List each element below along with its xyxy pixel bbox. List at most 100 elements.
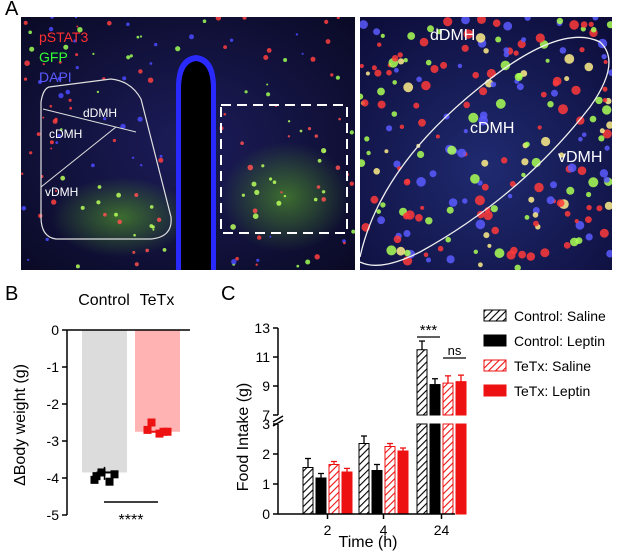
cell <box>602 129 612 139</box>
cell <box>575 220 585 230</box>
cell <box>256 258 260 262</box>
x-axis-label: Time (h) <box>339 534 398 551</box>
cell <box>580 21 588 28</box>
category-label-control: Control <box>78 292 130 309</box>
cell <box>472 71 479 79</box>
cell <box>377 216 385 225</box>
cell <box>28 30 32 35</box>
cell <box>386 125 393 132</box>
cell <box>473 249 478 254</box>
cell <box>564 210 571 217</box>
cell <box>592 17 599 21</box>
cell <box>36 132 41 136</box>
cell <box>299 129 303 133</box>
cell <box>374 69 382 77</box>
cell <box>546 196 555 205</box>
cell <box>76 25 79 28</box>
cell <box>313 197 318 202</box>
cell <box>276 200 282 206</box>
cell <box>596 205 603 212</box>
cell <box>534 182 544 193</box>
cell <box>335 75 340 80</box>
cell <box>266 92 271 97</box>
cell <box>475 219 486 230</box>
body-weight-chart: Control TeTx ΔBody weight (g) **** 0 -1 -2… <box>12 292 190 529</box>
cell <box>301 52 304 55</box>
cell <box>393 235 402 244</box>
cell <box>317 158 322 163</box>
cell <box>606 21 612 29</box>
cell <box>421 80 431 91</box>
cell <box>457 63 463 69</box>
cell <box>323 150 326 153</box>
cell <box>57 134 61 138</box>
cell <box>29 151 33 155</box>
cell <box>154 42 158 47</box>
cell <box>139 35 143 38</box>
cell <box>366 150 371 156</box>
cell <box>75 264 80 269</box>
cell <box>129 54 133 58</box>
cell <box>376 209 381 214</box>
cell <box>287 120 291 123</box>
cell <box>242 17 247 20</box>
cell <box>126 55 131 60</box>
bar <box>416 423 428 515</box>
cell <box>599 128 605 134</box>
cell <box>251 181 257 187</box>
cell <box>122 76 127 81</box>
cell <box>134 193 139 197</box>
cell <box>97 185 102 189</box>
micrograph-left: pSTAT3 GFP DAPI dDMH cDMH vDMH <box>21 17 355 270</box>
dmh-divider-lower <box>40 126 117 188</box>
cell <box>152 228 155 231</box>
cell <box>483 48 489 54</box>
cell <box>446 255 455 264</box>
cell <box>75 53 79 57</box>
cell <box>407 32 416 40</box>
stain-label-gfp: GFP <box>39 49 68 65</box>
cell <box>91 163 95 168</box>
cell <box>490 81 497 88</box>
cell <box>526 252 536 261</box>
cell <box>23 77 28 81</box>
cell <box>394 67 399 73</box>
cell <box>495 98 506 109</box>
cell <box>60 175 66 181</box>
micrograph-right-image <box>360 17 612 270</box>
cell <box>349 181 354 186</box>
cell <box>321 197 327 202</box>
cell <box>416 177 426 187</box>
cell <box>445 236 451 243</box>
y-tick-label: -4 <box>47 470 60 486</box>
cell <box>521 158 529 166</box>
cell <box>602 86 608 92</box>
x-tick-label: 4 <box>380 522 388 538</box>
cell <box>48 26 54 32</box>
cell <box>68 98 72 102</box>
cell <box>261 164 265 168</box>
cell <box>474 195 485 206</box>
cell <box>524 141 530 147</box>
cell <box>447 145 457 155</box>
cell <box>21 172 24 175</box>
cell <box>373 28 381 36</box>
cell <box>60 128 63 131</box>
cell <box>468 112 479 123</box>
cell <box>470 174 480 184</box>
bar <box>341 471 353 515</box>
cell <box>430 65 439 73</box>
cell <box>601 54 607 60</box>
cell <box>479 87 488 96</box>
y-tick-label: 3 <box>262 416 270 432</box>
panel-a-letter: A <box>5 0 19 20</box>
cell <box>569 20 579 30</box>
cell <box>598 135 605 142</box>
cell <box>55 141 59 144</box>
cell <box>524 17 531 21</box>
bar <box>442 382 454 416</box>
cell <box>602 98 608 103</box>
data-point <box>97 468 106 477</box>
cell <box>360 159 366 167</box>
